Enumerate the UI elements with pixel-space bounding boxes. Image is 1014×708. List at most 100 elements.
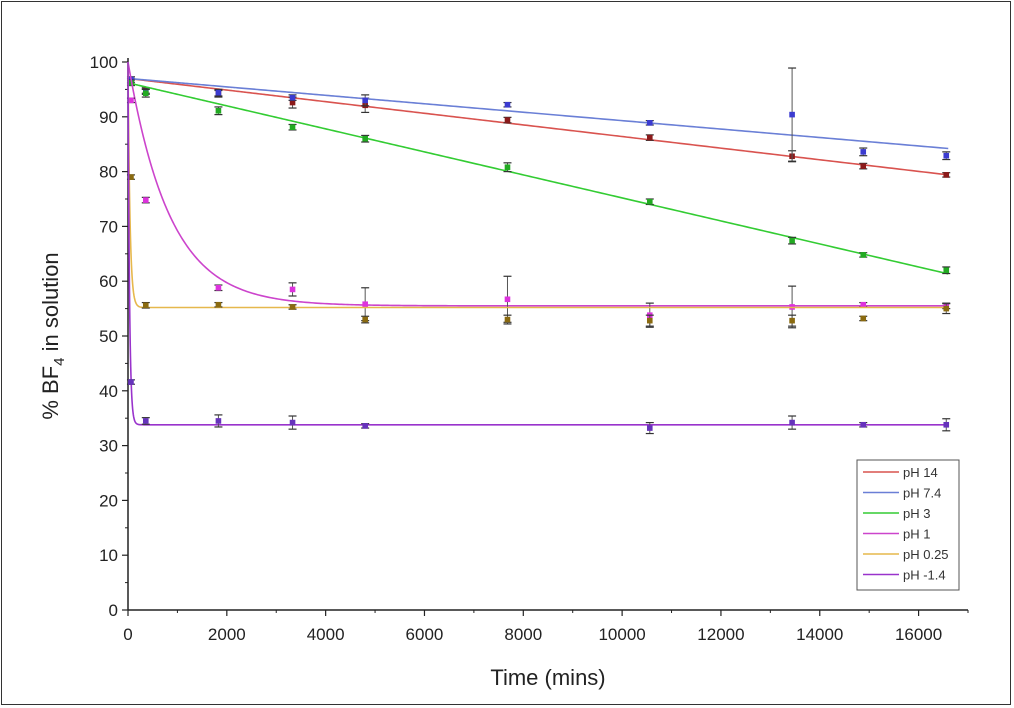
data-point [646, 120, 653, 126]
legend-item: pH -1.4 [863, 568, 946, 583]
legend-label: pH 1 [903, 527, 930, 542]
data-point [215, 418, 222, 424]
x-tick-label: 6000 [406, 625, 444, 644]
data-point [860, 421, 867, 428]
data-point [504, 117, 511, 123]
x-tick-label: 0 [123, 625, 132, 644]
data-point [289, 124, 296, 131]
data-point [289, 94, 296, 101]
data-point [646, 198, 653, 205]
data-point [646, 134, 653, 141]
legend-box [856, 459, 960, 591]
y-axis-title-suffix: in solution [38, 252, 63, 357]
x-tick-label: 14000 [796, 625, 843, 644]
series-ph--1.4 [126, 61, 951, 435]
y-tick-label: 40 [99, 382, 118, 401]
data-point [128, 379, 134, 385]
legend-label: pH 3 [903, 506, 930, 521]
data-point [362, 97, 368, 104]
y-tick-label: 90 [99, 108, 118, 127]
data-point [128, 97, 134, 104]
data-point [943, 267, 950, 274]
data-point [142, 197, 149, 203]
series-ph-3 [126, 79, 951, 275]
y-tick-label: 10 [99, 546, 118, 565]
legend: pH 14 pH 7.4 pH 3 pH 1 pH 0.25 pH -1.4 [856, 459, 960, 591]
legend-item: pH 1 [863, 527, 930, 542]
data-point [943, 305, 950, 312]
x-tick-label: 2000 [208, 625, 246, 644]
fit-line [127, 82, 949, 275]
series-ph-7.4 [126, 67, 951, 162]
data-point [128, 174, 134, 180]
data-point [860, 149, 867, 155]
legend-item: pH 14 [863, 465, 938, 480]
data-point [789, 237, 795, 244]
data-point [362, 301, 368, 308]
data-point [860, 163, 867, 169]
fit-line [127, 61, 949, 307]
data-point [215, 107, 222, 114]
data-point [504, 164, 511, 171]
series-layer [126, 61, 951, 435]
fit-line [127, 77, 949, 176]
data-point [789, 111, 795, 118]
x-tick-label: 4000 [307, 625, 345, 644]
y-tick-label: 0 [109, 601, 118, 620]
data-point [215, 301, 222, 308]
series-ph-1 [126, 61, 951, 329]
data-point [362, 423, 368, 429]
y-axis-title-subscript: 4 [51, 358, 68, 366]
y-axis-title: % BF4 in solution [38, 252, 68, 419]
fit-line [127, 77, 949, 150]
data-point [142, 418, 149, 424]
data-point [789, 317, 795, 324]
data-point [504, 296, 511, 303]
data-point [943, 421, 950, 428]
y-tick-label: 50 [99, 327, 118, 346]
y-tick-label: 30 [99, 437, 118, 456]
data-point [215, 284, 222, 291]
x-axis-title: Time (mins) [490, 665, 605, 690]
data-point [289, 99, 296, 106]
x-tick-label: 10000 [598, 625, 645, 644]
fit-line [127, 61, 949, 426]
x-tick-label: 16000 [895, 625, 942, 644]
data-point [860, 252, 867, 258]
data-point [943, 152, 950, 159]
data-point [504, 316, 511, 323]
legend-label: pH 7.4 [903, 486, 941, 501]
data-point [362, 135, 368, 142]
x-tick-label: 12000 [697, 625, 744, 644]
y-tick-label: 70 [99, 217, 118, 236]
legend-label: pH 0.25 [903, 547, 949, 562]
y-axis-title-prefix: % BF [38, 366, 63, 420]
legend-item: pH 3 [863, 506, 930, 521]
data-point [789, 419, 795, 426]
data-point [289, 286, 296, 293]
y-tick-label: 60 [99, 272, 118, 291]
data-point [504, 101, 511, 108]
x-tick-label: 8000 [504, 625, 542, 644]
data-point [362, 316, 368, 323]
data-point [289, 419, 296, 426]
data-point [289, 304, 296, 310]
y-tick-label: 20 [99, 491, 118, 510]
y-tick-label: 80 [99, 163, 118, 182]
data-point [646, 317, 653, 324]
fit-line [127, 61, 949, 309]
axes: 0 10 20 30 40 50 60 70 80 90 100 0 2000 4000 6000 8000 1… [90, 53, 969, 644]
data-point [860, 301, 867, 308]
legend-item: pH 7.4 [863, 486, 941, 501]
data-point [943, 172, 950, 178]
data-point [142, 90, 149, 97]
data-point [860, 315, 867, 322]
data-point [646, 425, 653, 431]
legend-item: pH 0.25 [863, 547, 949, 562]
legend-label: pH 14 [903, 465, 938, 480]
data-point [215, 89, 222, 96]
legend-label: pH -1.4 [903, 568, 946, 583]
series-ph-0.25 [126, 61, 951, 327]
y-tick-label: 100 [90, 53, 118, 72]
